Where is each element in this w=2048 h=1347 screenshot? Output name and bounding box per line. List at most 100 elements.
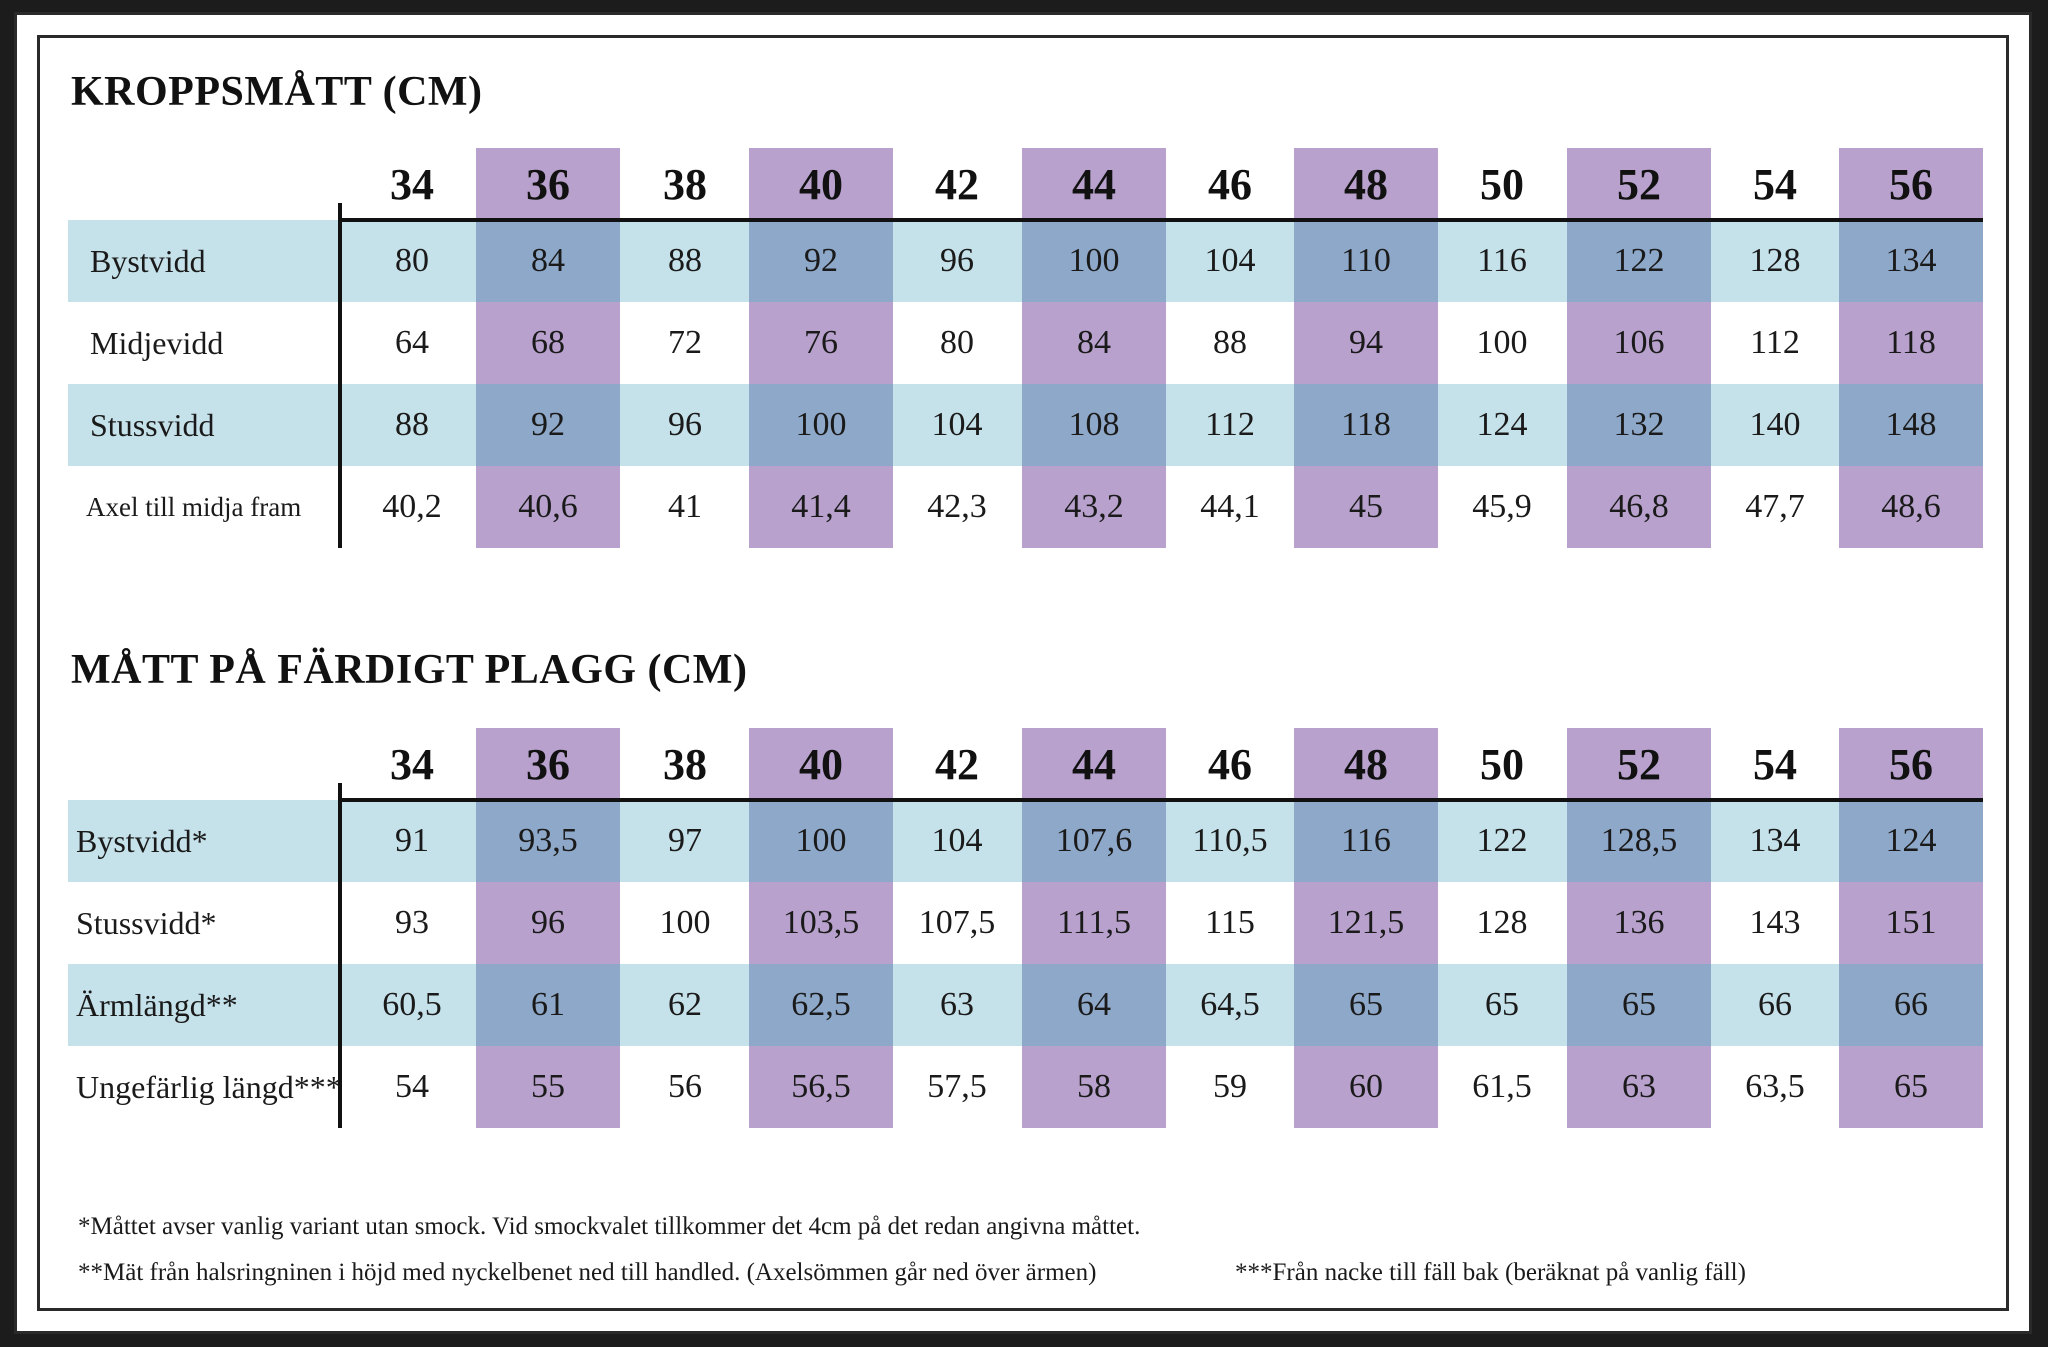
table-cell: 58	[1077, 1068, 1111, 1105]
row-label: Ungefärlig längd***	[76, 1068, 342, 1105]
table-cell: 63,5	[1745, 1068, 1805, 1105]
size-column-highlight	[1294, 220, 1438, 302]
size-column-highlight	[1022, 148, 1166, 220]
size-column-highlight	[1567, 800, 1711, 882]
size-column-highlight	[1567, 148, 1711, 220]
size-header-44: 44	[1072, 159, 1116, 209]
table-cell: 121,5	[1327, 904, 1405, 941]
table-cell: 110,5	[1192, 822, 1268, 859]
table-cell: 134	[1749, 822, 1801, 859]
table-cell: 148	[1885, 406, 1937, 443]
size-column-highlight	[1022, 728, 1166, 800]
table-cell: 140	[1749, 406, 1801, 443]
size-column-highlight	[476, 148, 620, 220]
table-cell: 115	[1205, 904, 1255, 941]
inner-frame	[37, 35, 2009, 1311]
table-cell: 100	[795, 822, 847, 859]
table-cell: 143	[1749, 904, 1801, 941]
table-cell: 46,8	[1609, 488, 1669, 525]
size-column-highlight	[476, 220, 620, 302]
table-cell: 116	[1341, 822, 1391, 859]
footnote-1: *Måttet avser vanlig variant utan smock.…	[78, 1213, 1141, 1240]
table-cell: 91	[395, 822, 429, 859]
size-column-highlight	[1294, 882, 1438, 964]
table-cell: 107,6	[1055, 822, 1133, 859]
size-column-highlight	[1022, 882, 1166, 964]
table-cell: 93,5	[518, 822, 578, 859]
table-cell: 59	[1213, 1068, 1247, 1105]
size-column-highlight	[1839, 220, 1983, 302]
table-cell: 60	[1349, 1068, 1383, 1105]
size-header-36: 36	[526, 159, 570, 209]
size-header-42: 42	[935, 159, 979, 209]
size-column-highlight	[1567, 302, 1711, 384]
size-column-highlight	[1294, 302, 1438, 384]
size-column-highlight	[476, 302, 620, 384]
table-cell: 96	[531, 904, 565, 941]
table-cell: 80	[940, 324, 974, 361]
size-header-54: 54	[1753, 159, 1797, 209]
table-cell: 66	[1894, 986, 1928, 1023]
row-label: Stussvidd*	[76, 904, 217, 941]
table-cell: 100	[1476, 324, 1528, 361]
size-column-highlight	[1022, 384, 1166, 466]
size-column-highlight	[749, 964, 893, 1046]
table-cell: 40,2	[382, 488, 442, 525]
table-cell: 80	[395, 242, 429, 279]
table-cell: 63	[1622, 1068, 1656, 1105]
size-column-highlight	[476, 1046, 620, 1128]
size-column-highlight	[1567, 882, 1711, 964]
size-header-36: 36	[526, 739, 570, 789]
footnote-3: ***Från nacke till fäll bak (beräknat på…	[1235, 1259, 1746, 1286]
table-cell: 60,5	[382, 986, 442, 1023]
size-column-highlight	[1839, 1046, 1983, 1128]
size-column-highlight	[476, 964, 620, 1046]
size-column-highlight	[1567, 466, 1711, 548]
size-column-highlight	[1839, 882, 1983, 964]
size-column-highlight	[1839, 302, 1983, 384]
size-column-highlight	[749, 384, 893, 466]
size-header-34: 34	[390, 159, 434, 209]
table-cell: 61	[531, 986, 565, 1023]
table-cell: 136	[1613, 904, 1665, 941]
table-cell: 68	[531, 324, 565, 361]
table-cell: 88	[668, 242, 702, 279]
table-cell: 56,5	[791, 1068, 851, 1105]
body-measurements-title: KROPPSMÅTT (CM)	[71, 69, 483, 115]
table-cell: 65	[1894, 1068, 1928, 1105]
size-column-highlight	[1839, 964, 1983, 1046]
row-label: Stussvidd	[90, 406, 215, 443]
label-divider	[338, 203, 342, 548]
size-column-highlight	[1294, 384, 1438, 466]
table-cell: 106	[1613, 324, 1665, 361]
table-cell: 84	[1077, 324, 1111, 361]
table-cell: 56	[668, 1068, 702, 1105]
table-cell: 45	[1349, 488, 1383, 525]
garment-size-header: 34 36 38 40 42 44 46 48 50 52 54 56	[68, 728, 1983, 800]
table-cell: 92	[804, 242, 838, 279]
table-cell: 112	[1205, 406, 1255, 443]
size-header-50: 50	[1480, 159, 1524, 209]
size-column-highlight	[476, 800, 620, 882]
size-column-highlight	[1294, 964, 1438, 1046]
size-column-highlight	[1294, 800, 1438, 882]
table-cell: 62	[668, 986, 702, 1023]
size-header-40: 40	[799, 159, 843, 209]
table-row: Midjevidd 64 68 72 76 80 84 88 94 100 106 112 118	[68, 302, 1983, 384]
table-cell: 65	[1349, 986, 1383, 1023]
table-row: Ärmlängd** 60,5 61 62 62,5 63 64 64,5 65 65 65 66 66	[68, 964, 1983, 1046]
size-header-52: 52	[1617, 739, 1661, 789]
table-cell: 122	[1476, 822, 1528, 859]
body-measurements-table: 34 36 38 40 42 44 46 48 50 52 54 56 Bystvidd 80 84 88 92…	[68, 148, 1983, 548]
table-cell: 57,5	[927, 1068, 987, 1105]
size-header-38: 38	[663, 739, 707, 789]
table-cell: 151	[1885, 904, 1937, 941]
size-column-highlight	[749, 1046, 893, 1128]
size-header-46: 46	[1208, 159, 1252, 209]
header-rule	[340, 798, 1983, 802]
table-cell: 65	[1622, 986, 1656, 1023]
table-cell: 100	[795, 406, 847, 443]
table-cell: 100	[659, 904, 711, 941]
size-header-54: 54	[1753, 739, 1797, 789]
size-header-40: 40	[799, 739, 843, 789]
